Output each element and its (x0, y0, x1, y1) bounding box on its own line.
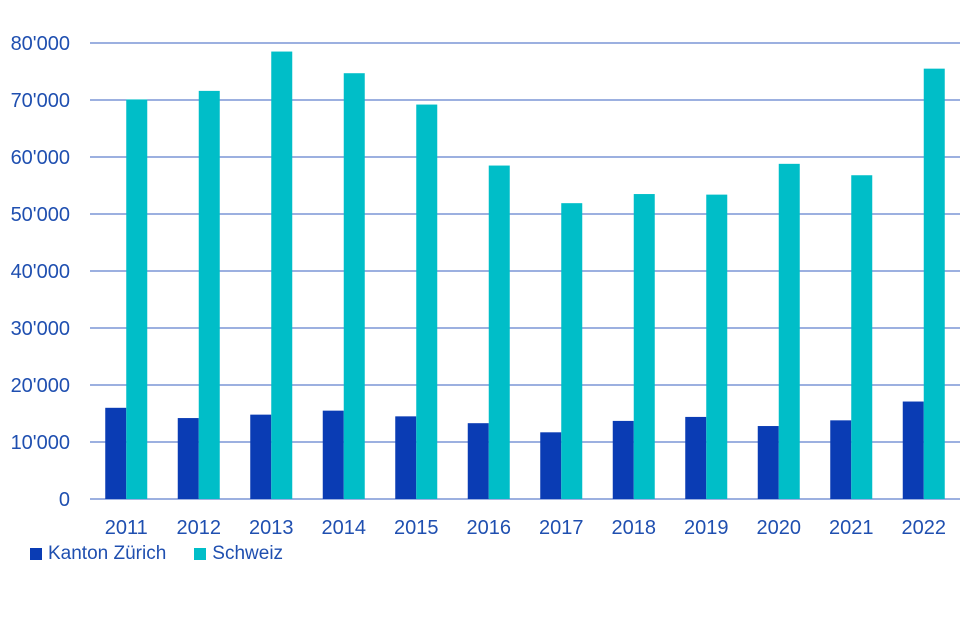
legend-swatch-schweiz (194, 548, 207, 560)
bar-schweiz-2016 (488, 165, 510, 500)
bar-schweiz-2015 (416, 104, 438, 499)
y-tick-label: 0 (59, 489, 70, 511)
bar-kanton-zurich-2011 (105, 407, 127, 499)
bar-kanton-zurich-2012 (177, 418, 199, 499)
bar-kanton-zurich-2017 (540, 432, 562, 499)
legend-label-kanton-zurich: Kanton Zürich (48, 543, 167, 564)
bar-kanton-zurich-2020 (757, 426, 779, 499)
bar-schweiz-2014 (343, 73, 365, 500)
x-tick-label: 2015 (394, 517, 439, 539)
bar-schweiz-2022 (923, 68, 945, 500)
bar-schweiz-2020 (778, 163, 800, 499)
y-tick-label: 40'000 (11, 261, 70, 283)
bar-schweiz-2019 (706, 194, 728, 499)
bar-schweiz-2013 (271, 51, 293, 500)
legend-item-kanton-zurich: Kanton Zürich (30, 543, 166, 565)
x-tick-label: 2018 (612, 517, 657, 539)
x-tick-label: 2012 (177, 517, 222, 539)
bar-schweiz-2021 (851, 175, 873, 500)
x-tick-label: 2017 (539, 517, 584, 539)
x-tick-label: 2019 (684, 517, 729, 539)
legend-label-schweiz: Schweiz (212, 543, 284, 564)
legend-item-schweiz: Schweiz (194, 543, 283, 565)
y-tick-label: 30'000 (11, 318, 70, 340)
bar-kanton-zurich-2014 (322, 410, 344, 499)
legend: Kanton Zürich Schweiz (30, 543, 311, 565)
bar-schweiz-2011 (126, 99, 148, 500)
y-tick-label: 80'000 (11, 33, 70, 55)
bar-kanton-zurich-2016 (467, 423, 489, 499)
y-tick-label: 60'000 (11, 147, 70, 169)
x-tick-label: 2011 (105, 517, 148, 539)
x-axis-tick-labels: 2011 2012 2013 2014 2015 2016 2017 2018 2019 2020… (105, 517, 946, 539)
x-tick-label: 2021 (829, 517, 874, 539)
bar-schweiz-2017 (561, 203, 583, 500)
legend-swatch-kanton-zurich (30, 548, 42, 560)
bar-kanton-zurich-2019 (685, 416, 707, 499)
y-axis-tick-labels: 0 10'000 20'000 30'000 40'000 50'000 60'000 70'… (11, 33, 70, 511)
y-tick-label: 50'000 (11, 204, 70, 226)
bar-schweiz-2018 (633, 194, 655, 500)
x-tick-label: 2013 (249, 517, 294, 539)
bar-kanton-zurich-2015 (395, 416, 417, 499)
x-tick-label: 2022 (902, 517, 947, 539)
bar-kanton-zurich-2021 (830, 420, 852, 499)
bar-kanton-zurich-2018 (612, 420, 634, 499)
x-tick-label: 2020 (757, 517, 802, 539)
y-tick-label: 20'000 (11, 375, 70, 397)
x-tick-label: 2014 (322, 517, 367, 539)
bar-kanton-zurich-2013 (250, 414, 272, 499)
y-tick-label: 70'000 (11, 90, 70, 112)
bar-schweiz-2012 (198, 90, 220, 499)
bars (105, 51, 945, 500)
gridlines (90, 42, 960, 500)
bar-kanton-zurich-2022 (902, 401, 924, 499)
x-tick-label: 2016 (467, 517, 512, 539)
y-tick-label: 10'000 (11, 432, 70, 454)
